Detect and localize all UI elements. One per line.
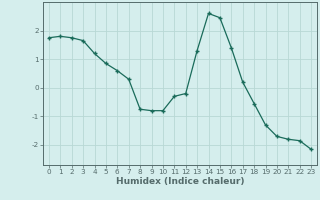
X-axis label: Humidex (Indice chaleur): Humidex (Indice chaleur) [116,177,244,186]
